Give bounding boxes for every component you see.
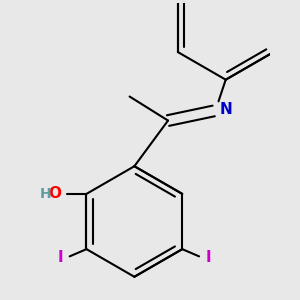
Text: I: I: [57, 250, 63, 265]
Text: I: I: [206, 250, 211, 265]
Text: N: N: [220, 102, 232, 117]
Text: H: H: [40, 187, 52, 201]
Text: O: O: [48, 186, 61, 201]
